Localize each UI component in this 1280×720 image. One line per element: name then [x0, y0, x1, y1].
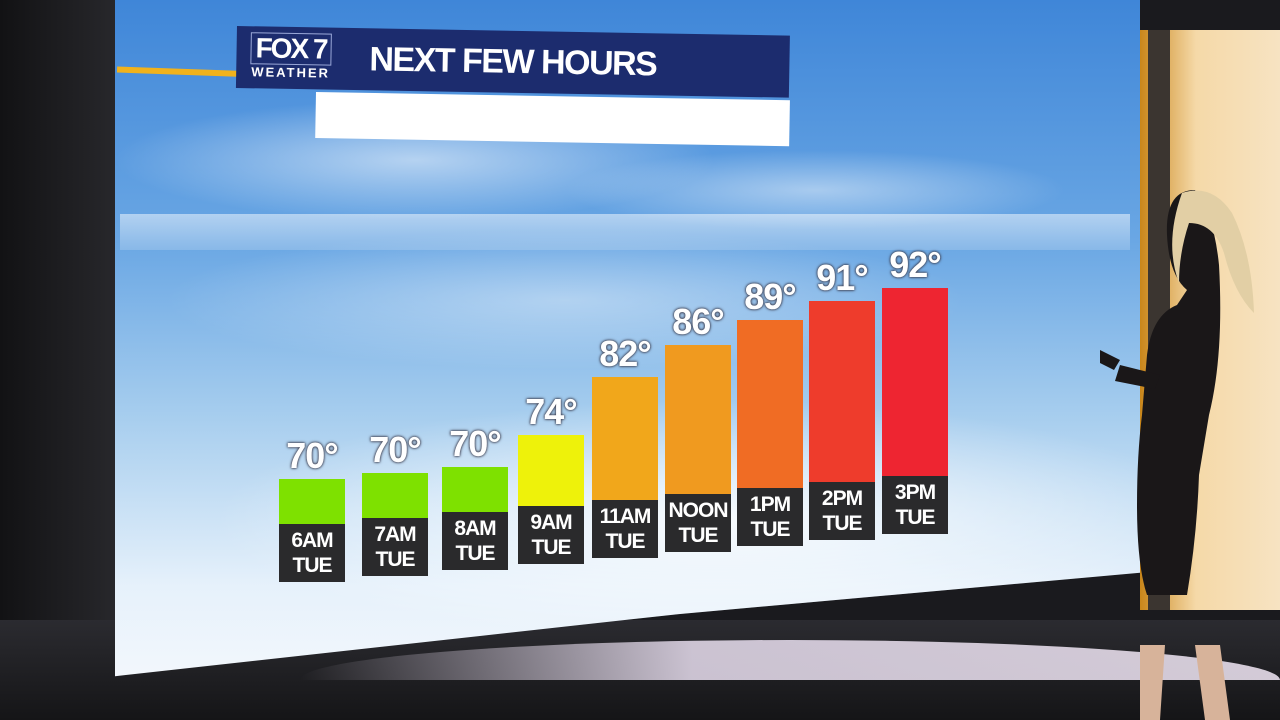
category-label: NOON TUE	[665, 494, 731, 552]
fox7-weather-logo: FOX 7 WEATHER	[250, 32, 332, 81]
value-label: 92°	[889, 244, 941, 285]
time-label: 6AM	[291, 529, 333, 552]
value-label: 86°	[672, 301, 724, 342]
bar-2	[442, 467, 508, 512]
category-label: 1PM TUE	[737, 488, 803, 546]
category-label: 6AM TUE	[279, 524, 345, 582]
logo-sub: WEATHER	[251, 64, 331, 81]
category-label: 2PM TUE	[809, 482, 875, 540]
value-label: 70°	[369, 429, 421, 470]
day-label: TUE	[292, 554, 333, 577]
presenter-silhouette	[1100, 190, 1254, 720]
time-label: 3PM	[894, 481, 936, 504]
value-label: 70°	[449, 423, 501, 464]
logo-brand: FOX 7	[250, 32, 332, 66]
bar-4	[592, 377, 658, 500]
value-label: 74°	[525, 391, 577, 432]
value-label: 91°	[816, 256, 868, 298]
day-label: TUE	[455, 542, 496, 565]
day-label: TUE	[605, 530, 646, 553]
category-label: 3PM TUE	[882, 476, 948, 534]
category-label: 11AM TUE	[592, 500, 658, 558]
value-label: 82°	[599, 333, 651, 374]
day-label: TUE	[678, 524, 719, 547]
page-title: NEXT FEW HOURS	[369, 40, 657, 84]
category-label: 9AM TUE	[518, 506, 584, 564]
bar-6	[737, 319, 803, 488]
bar-1	[362, 473, 428, 518]
subtitle-bar	[315, 92, 790, 147]
time-label: 9AM	[530, 511, 572, 534]
category-label: 8AM TUE	[442, 512, 508, 570]
day-label: TUE	[822, 512, 863, 535]
time-label: 2PM	[821, 487, 863, 510]
bar-0	[279, 479, 345, 524]
value-label: 89°	[744, 275, 796, 317]
bar-5	[665, 345, 731, 494]
bar-3	[518, 435, 584, 506]
day-label: TUE	[750, 518, 791, 541]
time-label: 11AM	[599, 505, 652, 528]
value-label: 70°	[286, 435, 338, 476]
time-label: NOON	[668, 499, 729, 522]
bar-8	[882, 288, 948, 476]
category-label: 7AM TUE	[362, 518, 428, 576]
studio-background	[0, 0, 130, 720]
day-label: TUE	[531, 536, 572, 559]
decorative-band	[120, 214, 1130, 250]
time-label: 8AM	[454, 517, 496, 540]
bar-7	[809, 300, 875, 482]
header-banner: FOX 7 WEATHER NEXT FEW HOURS	[235, 26, 790, 98]
time-label: 7AM	[374, 523, 416, 546]
day-label: TUE	[375, 548, 416, 571]
day-label: TUE	[895, 506, 936, 529]
time-label: 1PM	[749, 493, 791, 516]
